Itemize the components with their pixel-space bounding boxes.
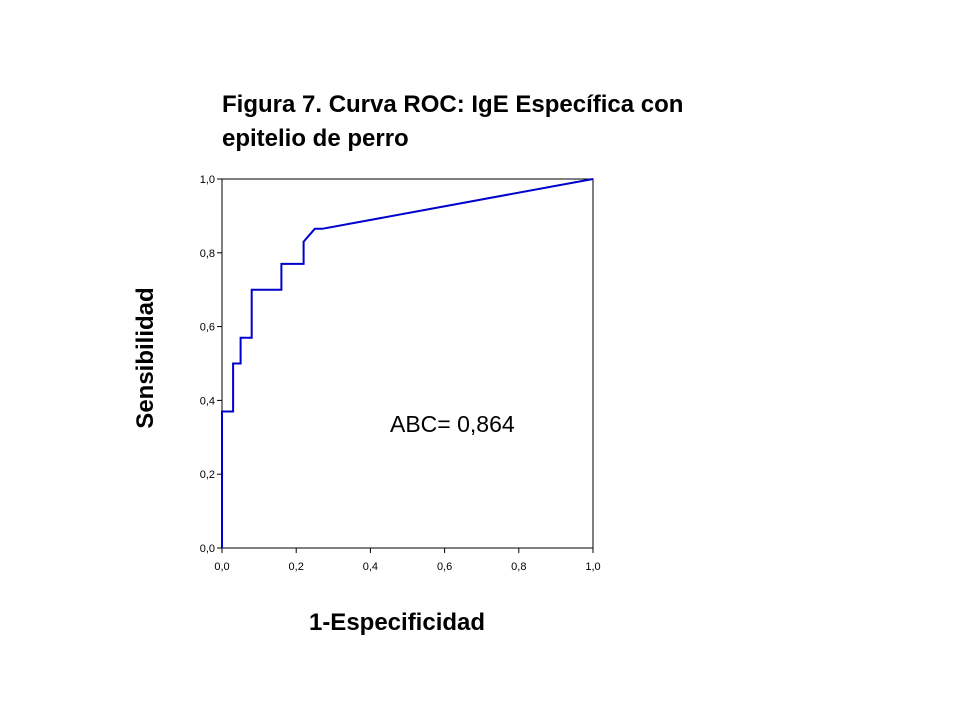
chart-title-line-1: Figura 7. Curva ROC: IgE Específica con <box>222 91 684 118</box>
y-tick-label: 0,0 <box>200 543 215 555</box>
x-axis-ticks: 0,0 0,2 0,4 0,6 0,8 1,0 <box>214 548 601 573</box>
x-tick-label: 0,2 <box>289 561 304 573</box>
y-axis-title: Sensibilidad <box>132 287 159 428</box>
x-tick-label: 0,4 <box>363 561 378 573</box>
x-tick-label: 0,0 <box>214 561 229 573</box>
auc-annotation: ABC= 0,864 <box>390 411 515 437</box>
y-tick-label: 0,2 <box>200 469 215 481</box>
y-tick-label: 0,4 <box>200 395 215 407</box>
roc-curve-line <box>221 178 594 548</box>
x-tick-label: 0,8 <box>511 561 526 573</box>
y-axis-ticks: 0,0 0,2 0,4 0,6 0,8 1,0 <box>200 174 222 555</box>
y-tick-label: 0,6 <box>200 322 215 334</box>
chart-title-line-2: epitelio de perro <box>222 125 409 152</box>
x-tick-label: 1,0 <box>585 561 600 573</box>
x-tick-label: 0,6 <box>437 561 452 573</box>
y-tick-label: 1,0 <box>200 174 215 186</box>
x-axis-title: 1-Especificidad <box>309 609 485 636</box>
chart-title: Figura 7. Curva ROC: IgE Específica con … <box>222 88 782 156</box>
plot-frame <box>221 178 594 549</box>
y-tick-label: 0,8 <box>200 248 215 260</box>
